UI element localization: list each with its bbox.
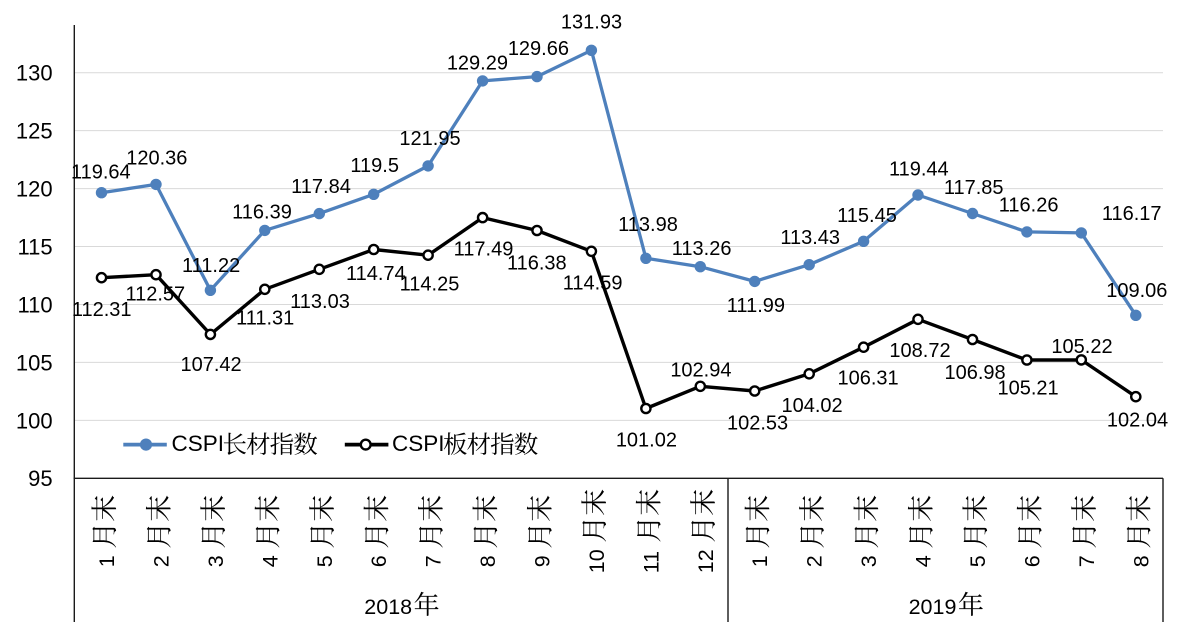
svg-text:6: 6 xyxy=(1020,555,1044,567)
svg-text:125: 125 xyxy=(16,119,53,144)
svg-text:115: 115 xyxy=(18,234,53,259)
svg-text:100: 100 xyxy=(16,408,53,433)
svg-text:9: 9 xyxy=(531,555,555,567)
svg-text:105: 105 xyxy=(16,350,53,375)
svg-text:95: 95 xyxy=(28,466,52,491)
svg-text:117.85: 117.85 xyxy=(944,177,1004,199)
svg-text:104.02: 104.02 xyxy=(782,395,843,417)
svg-text:CSPI: CSPI xyxy=(392,431,445,456)
svg-text:110: 110 xyxy=(18,292,53,317)
svg-text:116.26: 116.26 xyxy=(999,195,1059,217)
svg-text:105.22: 105.22 xyxy=(1051,336,1112,358)
svg-text:2: 2 xyxy=(150,555,174,567)
svg-text:113.98: 113.98 xyxy=(618,214,678,236)
svg-text:116.38: 116.38 xyxy=(507,253,567,275)
svg-text:114.59: 114.59 xyxy=(563,273,623,295)
svg-text:117.49: 117.49 xyxy=(454,239,514,261)
svg-text:131.93: 131.93 xyxy=(561,11,622,33)
svg-text:115.45: 115.45 xyxy=(837,205,897,227)
svg-text:6: 6 xyxy=(367,555,391,567)
svg-text:12: 12 xyxy=(694,549,718,573)
svg-text:107.42: 107.42 xyxy=(181,354,242,376)
svg-text:112.57: 112.57 xyxy=(125,283,185,305)
svg-text:109.06: 109.06 xyxy=(1106,280,1167,302)
svg-text:1: 1 xyxy=(748,555,772,567)
svg-text:111.99: 111.99 xyxy=(727,295,785,317)
svg-text:114.74: 114.74 xyxy=(346,263,406,285)
svg-text:113.26: 113.26 xyxy=(672,238,732,260)
svg-text:121.95: 121.95 xyxy=(399,128,460,150)
svg-text:119.64: 119.64 xyxy=(71,161,131,183)
svg-text:119.5: 119.5 xyxy=(350,155,399,177)
svg-text:7: 7 xyxy=(422,555,446,567)
svg-text:102.53: 102.53 xyxy=(727,413,788,435)
svg-text:116.17: 116.17 xyxy=(1102,203,1162,225)
svg-text:3: 3 xyxy=(857,555,881,567)
svg-text:7: 7 xyxy=(1075,555,1099,567)
svg-text:113.03: 113.03 xyxy=(290,291,350,313)
svg-text:112.31: 112.31 xyxy=(72,299,132,321)
svg-text:3: 3 xyxy=(204,555,228,567)
svg-text:11: 11 xyxy=(639,551,663,573)
svg-text:10: 10 xyxy=(585,549,609,573)
svg-text:5: 5 xyxy=(313,555,337,567)
svg-text:101.02: 101.02 xyxy=(616,429,677,451)
svg-text:113.43: 113.43 xyxy=(780,227,840,249)
svg-text:2019: 2019 xyxy=(909,595,957,619)
svg-text:2018: 2018 xyxy=(364,595,412,619)
svg-text:102.04: 102.04 xyxy=(1107,410,1168,432)
svg-text:106.31: 106.31 xyxy=(838,368,899,390)
svg-text:116.39: 116.39 xyxy=(232,201,292,223)
svg-text:CSPI: CSPI xyxy=(172,431,225,456)
svg-text:102.94: 102.94 xyxy=(670,360,731,382)
svg-text:120: 120 xyxy=(16,177,53,202)
svg-text:111.22: 111.22 xyxy=(182,255,240,277)
svg-text:2: 2 xyxy=(803,555,827,567)
svg-text:108.72: 108.72 xyxy=(889,340,950,362)
svg-text:117.84: 117.84 xyxy=(291,176,351,198)
svg-text:130: 130 xyxy=(16,61,53,86)
svg-text:106.98: 106.98 xyxy=(945,362,1006,384)
svg-text:5: 5 xyxy=(966,555,990,567)
svg-text:111.31: 111.31 xyxy=(236,307,294,329)
svg-text:105.21: 105.21 xyxy=(998,377,1059,399)
svg-text:1: 1 xyxy=(95,555,119,567)
svg-text:4: 4 xyxy=(258,555,282,567)
svg-text:129.66: 129.66 xyxy=(508,38,569,60)
svg-text:4: 4 xyxy=(912,555,936,567)
svg-text:114.25: 114.25 xyxy=(400,274,460,296)
svg-text:120.36: 120.36 xyxy=(126,147,187,169)
svg-text:8: 8 xyxy=(476,555,500,567)
svg-text:119.44: 119.44 xyxy=(889,158,949,180)
svg-text:129.29: 129.29 xyxy=(447,52,508,74)
svg-text:8: 8 xyxy=(1129,555,1153,567)
